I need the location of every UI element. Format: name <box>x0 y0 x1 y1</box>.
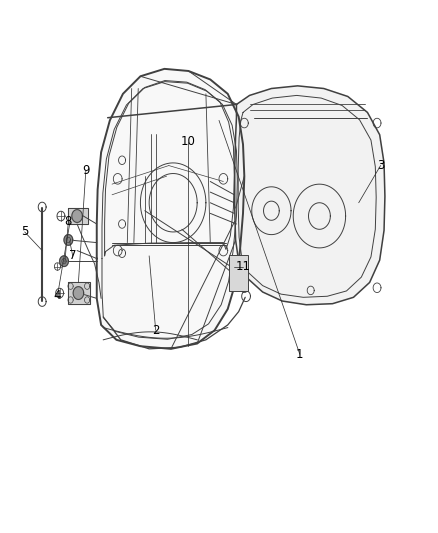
Text: 1: 1 <box>296 348 304 361</box>
Text: 7: 7 <box>69 249 77 262</box>
Polygon shape <box>235 86 385 305</box>
Text: 3: 3 <box>377 159 384 172</box>
Polygon shape <box>72 209 82 222</box>
Polygon shape <box>60 256 68 266</box>
Polygon shape <box>68 282 90 304</box>
Text: 9: 9 <box>82 164 90 177</box>
Polygon shape <box>64 235 73 245</box>
Polygon shape <box>68 208 88 224</box>
Text: 5: 5 <box>21 225 28 238</box>
Polygon shape <box>97 69 244 349</box>
Text: 8: 8 <box>65 215 72 228</box>
Polygon shape <box>73 287 84 300</box>
FancyBboxPatch shape <box>229 255 247 292</box>
Text: 2: 2 <box>152 324 159 337</box>
Text: 4: 4 <box>54 289 61 302</box>
Text: 11: 11 <box>236 260 251 273</box>
Text: 10: 10 <box>181 135 196 148</box>
